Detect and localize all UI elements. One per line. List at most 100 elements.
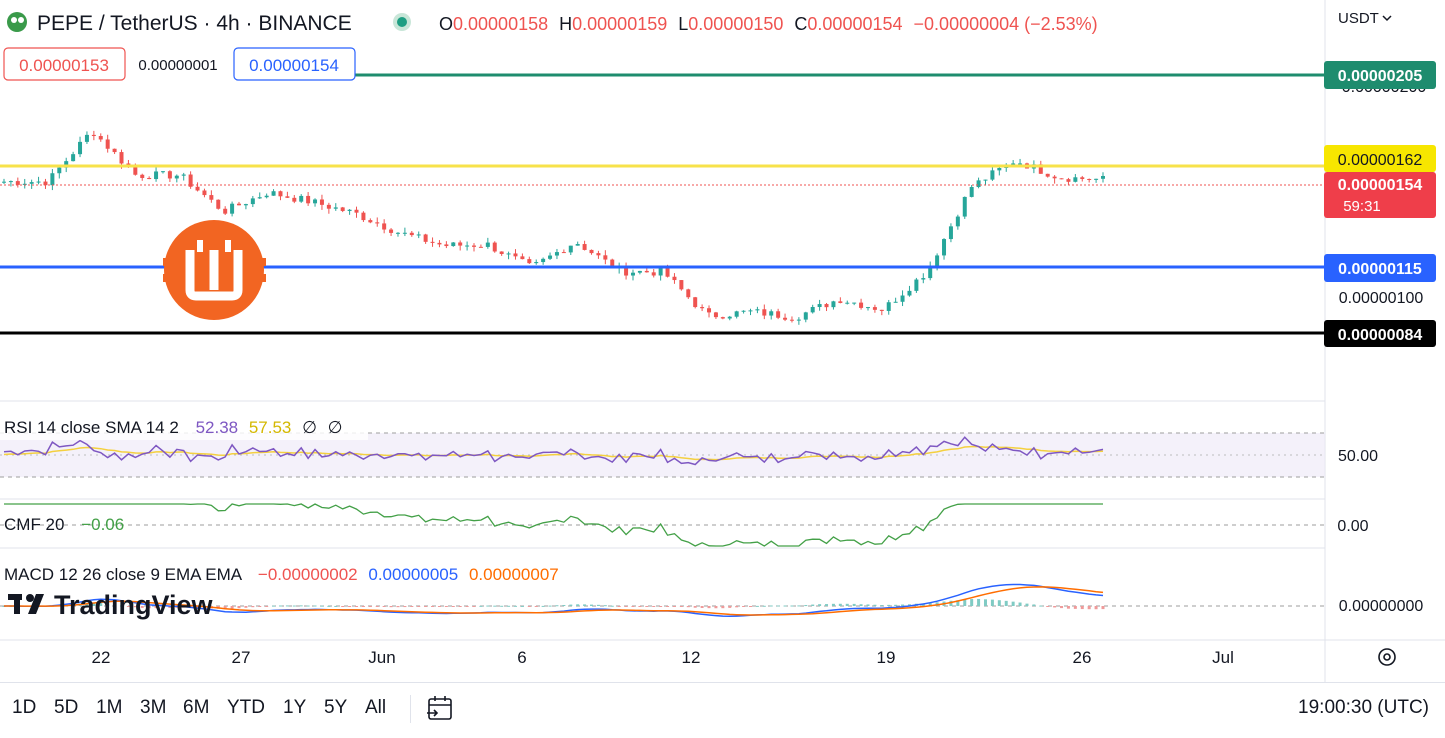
sell-button[interactable] — [3, 47, 126, 81]
candle-body — [513, 253, 518, 257]
candle-body — [734, 311, 739, 317]
macd-histogram-bar — [928, 602, 932, 606]
macd-histogram-bar — [901, 604, 905, 606]
time-tick: 12 — [682, 648, 701, 667]
toolbar-divider — [410, 695, 411, 723]
macd-histogram-bar — [500, 605, 504, 607]
macd-histogram-bar — [1087, 606, 1091, 610]
candle-body — [755, 309, 760, 311]
candle-body — [71, 154, 76, 162]
range-1m[interactable]: 1M — [96, 697, 123, 718]
candle-body — [264, 195, 269, 198]
macd-histogram-bar — [728, 606, 732, 608]
candle-body — [15, 181, 20, 185]
macd-histogram-bar — [1018, 602, 1022, 606]
macd-histogram-bar — [576, 604, 580, 606]
pepe-logo-icon — [7, 12, 27, 32]
macd-histogram-bar — [417, 606, 421, 607]
order-panel: 0.00000153 0.00000001 0.00000154 — [3, 47, 356, 81]
candle-body — [810, 307, 815, 313]
level-badge — [1324, 145, 1436, 172]
range-3m[interactable]: 3M — [140, 697, 167, 718]
candle-body — [1018, 163, 1023, 165]
range-1d[interactable]: 1D — [12, 697, 37, 718]
macd-histogram-bar — [1101, 606, 1105, 610]
candle-body — [430, 241, 435, 243]
time-tick: Jun — [368, 648, 395, 667]
macd-histogram-bar — [237, 606, 241, 609]
candle-body — [119, 152, 124, 164]
macd-histogram-bar — [493, 605, 497, 607]
candle-body — [216, 199, 221, 209]
spread-value: 0.00000001 — [138, 57, 217, 74]
candle-body — [250, 198, 255, 205]
macd-histogram-bar — [769, 605, 773, 607]
macd-histogram-bar — [894, 604, 898, 606]
range-all[interactable]: All — [365, 697, 387, 718]
macd-histogram-bar — [583, 604, 587, 606]
candle-body — [568, 245, 573, 253]
watermark-logo-icon — [163, 220, 266, 320]
range-5y[interactable]: 5Y — [324, 697, 348, 718]
candle-body — [1101, 176, 1105, 179]
macd-histogram-bar — [755, 605, 759, 607]
macd-histogram-bar — [983, 599, 987, 606]
macd-histogram-bar — [645, 606, 649, 607]
macd-histogram-bar — [1046, 606, 1050, 607]
macd-axis-label: 0.00000000 — [1339, 598, 1424, 615]
candle-body — [188, 174, 193, 187]
macd-histogram-bar — [907, 604, 911, 606]
candle-body — [22, 183, 27, 185]
macd-histogram-bar — [693, 606, 697, 608]
candle-body — [637, 270, 642, 273]
macd-histogram-bar — [272, 605, 276, 607]
macd-histogram-bar — [444, 606, 448, 607]
macd-histogram-bar — [306, 605, 310, 607]
utc-clock[interactable]: 19:00:30 (UTC) — [1298, 697, 1429, 718]
candle-body — [658, 267, 663, 276]
macd-histogram-bar — [610, 605, 614, 607]
macd-histogram-bar — [285, 605, 289, 607]
candle-body — [1059, 178, 1064, 180]
candle-body — [230, 203, 235, 214]
macd-histogram-bar — [742, 606, 746, 607]
macd-histogram-bar — [997, 600, 1001, 606]
macd-histogram-bar — [396, 606, 400, 608]
candle-body — [900, 295, 905, 302]
macd-histogram-bar — [631, 606, 635, 607]
candle-body — [112, 148, 117, 153]
candle-body — [1087, 178, 1092, 180]
go-to-date-icon[interactable] — [424, 693, 456, 725]
candle-body — [651, 272, 656, 276]
macd-histogram-bar — [797, 605, 801, 607]
time-tick: 6 — [517, 648, 526, 667]
macd-histogram-bar — [527, 606, 531, 607]
range-1y[interactable]: 1Y — [283, 697, 307, 718]
currency-select[interactable]: USDT — [1338, 10, 1379, 27]
candle-body — [36, 181, 41, 183]
candle-body — [983, 179, 988, 181]
price-chart[interactable]: PEPE / TetherUS · 4h · BINANCE O0.000001… — [0, 0, 1445, 682]
candle-body — [409, 232, 414, 236]
range-ytd[interactable]: YTD — [227, 697, 265, 718]
range-5d[interactable]: 5D — [54, 697, 79, 718]
candle-body — [133, 167, 138, 175]
candle-body — [416, 234, 421, 236]
macd-histogram-bar — [555, 605, 559, 607]
candle-body — [389, 229, 394, 233]
range-6m[interactable]: 6M — [183, 697, 210, 718]
candle-body — [237, 203, 242, 206]
macd-histogram-bar — [831, 603, 835, 606]
settings-gear-icon[interactable] — [1378, 648, 1396, 666]
candle-body — [326, 204, 331, 209]
buy-button[interactable] — [233, 47, 356, 81]
macd-histogram-bar — [762, 605, 766, 607]
macd-histogram-bar — [520, 605, 524, 607]
candle-body — [243, 204, 248, 206]
brand-name: TradingView — [54, 590, 214, 620]
candle-body — [506, 253, 511, 255]
candle-body — [589, 249, 594, 254]
candle-body — [472, 245, 477, 247]
candle-body — [174, 175, 179, 179]
candle-body — [997, 167, 1002, 171]
